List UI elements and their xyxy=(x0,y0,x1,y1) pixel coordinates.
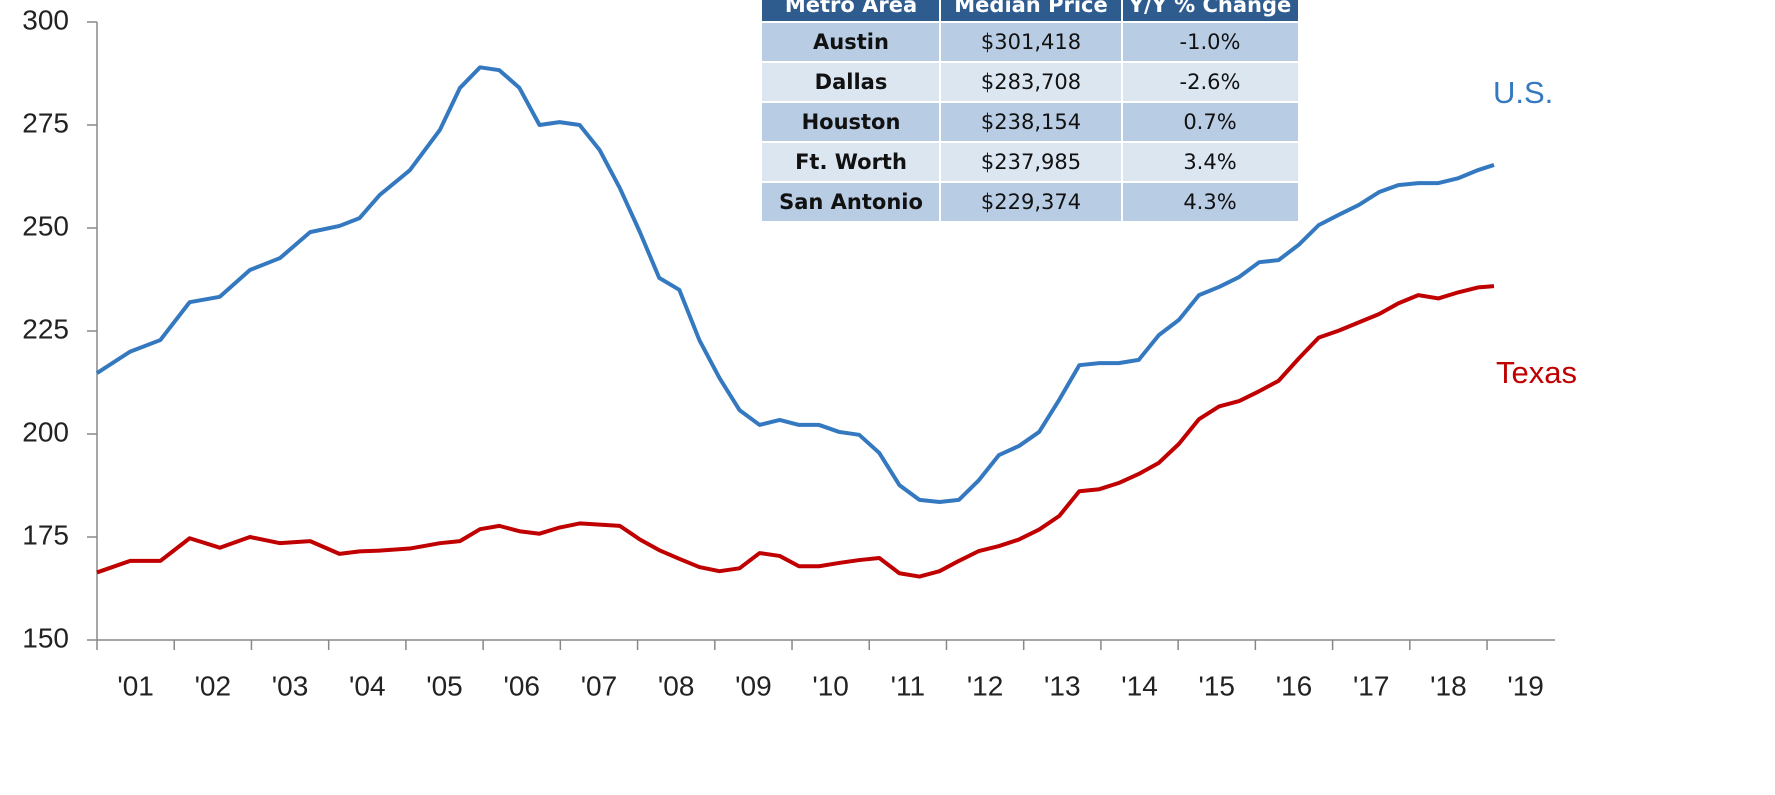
table-cell: $237,985 xyxy=(981,150,1081,174)
x-tick-label: '03 xyxy=(272,670,309,701)
x-tick-label: '01 xyxy=(117,670,154,701)
table-cell: San Antonio xyxy=(779,190,923,214)
x-tick-label: '14 xyxy=(1121,670,1158,701)
x-tick-label: '07 xyxy=(581,670,618,701)
table-header-cell: Metro Area xyxy=(785,0,917,17)
table-row xyxy=(762,142,1298,182)
x-tick-label: '17 xyxy=(1353,670,1390,701)
x-tick-label: '19 xyxy=(1507,670,1544,701)
x-tick-label: '16 xyxy=(1276,670,1313,701)
y-tick-label: 150 xyxy=(22,622,69,653)
table-header xyxy=(762,0,1298,22)
table-cell: Austin xyxy=(813,30,889,54)
table-cell: -2.6% xyxy=(1180,70,1241,94)
x-tick-label: '09 xyxy=(735,670,772,701)
table-cell: 0.7% xyxy=(1183,110,1236,134)
series-line xyxy=(95,65,1495,504)
x-tick-label: '02 xyxy=(195,670,232,701)
y-tick-label: 300 xyxy=(22,4,69,35)
table-row xyxy=(762,182,1298,222)
series-label: Texas xyxy=(1496,355,1577,390)
x-tick-label: '04 xyxy=(349,670,386,701)
series-line xyxy=(96,284,1495,579)
y-tick-label: 175 xyxy=(22,519,69,550)
x-tick-label: '08 xyxy=(658,670,695,701)
x-tick-label: '10 xyxy=(812,670,849,701)
table-row xyxy=(762,102,1298,142)
table-cell: 3.4% xyxy=(1183,150,1236,174)
y-tick-label: 275 xyxy=(22,107,69,138)
y-tick-label: 200 xyxy=(22,416,69,447)
table-cell: $229,374 xyxy=(981,190,1081,214)
x-tick-label: '12 xyxy=(967,670,1004,701)
x-tick-label: '11 xyxy=(891,670,925,701)
x-tick-label: '15 xyxy=(1199,670,1236,701)
table-cell: $301,418 xyxy=(981,30,1081,54)
table-cell: Dallas xyxy=(815,70,888,94)
table-cell: Houston xyxy=(802,110,901,134)
table-row xyxy=(762,62,1298,102)
x-tick-label: '06 xyxy=(503,670,540,701)
y-tick-label: 250 xyxy=(22,210,69,241)
x-tick-label: '13 xyxy=(1044,670,1081,701)
table-cell: Ft. Worth xyxy=(795,150,907,174)
table-cell: 4.3% xyxy=(1183,190,1236,214)
x-tick-label: '18 xyxy=(1430,670,1467,701)
table-header-cell: Y/Y % Change xyxy=(1128,0,1292,17)
series-label: U.S. xyxy=(1493,75,1553,110)
table-cell: -1.0% xyxy=(1180,30,1241,54)
table-header-cell: Median Price xyxy=(954,0,1107,17)
y-tick-label: 225 xyxy=(22,313,69,344)
table-row xyxy=(762,22,1298,62)
x-tick-label: '05 xyxy=(426,670,463,701)
table-cell: $283,708 xyxy=(981,70,1081,94)
table-cell: $238,154 xyxy=(981,110,1081,134)
